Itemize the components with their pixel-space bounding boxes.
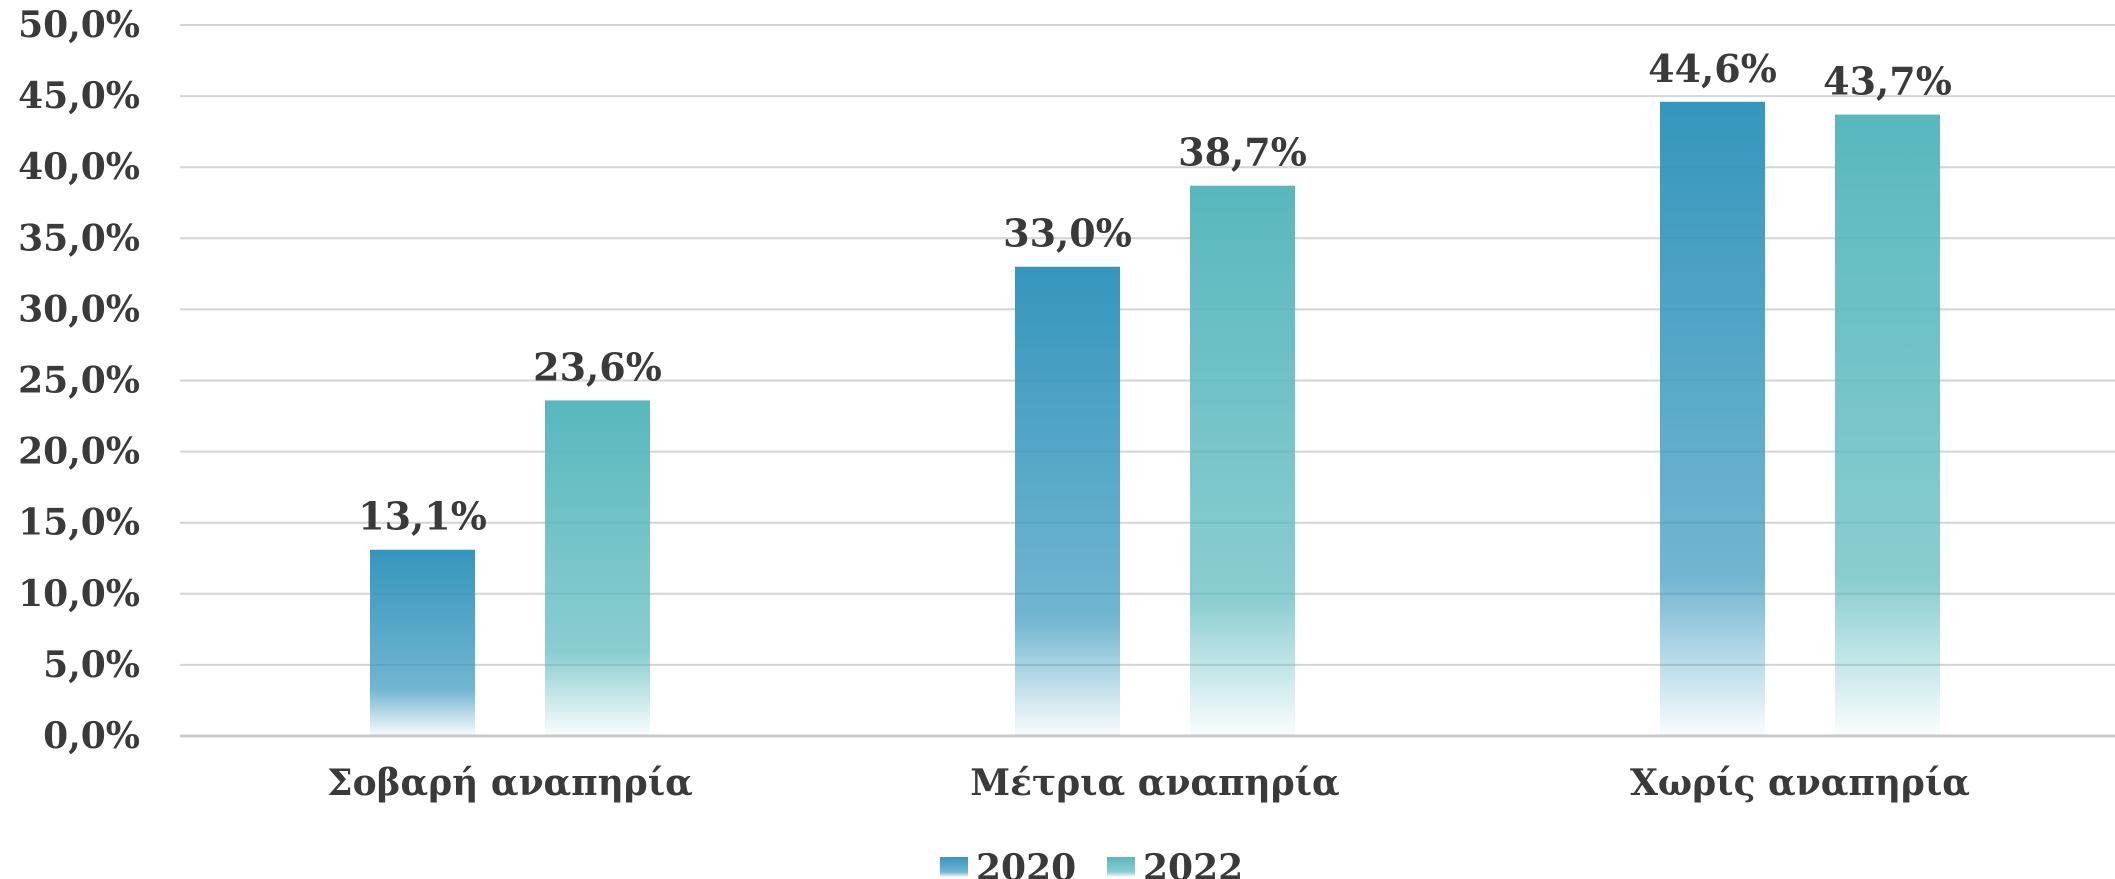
y-tick-label: 5,0%: [43, 644, 140, 686]
x-category-label: Μέτρια αναπηρία: [970, 762, 1340, 804]
legend-swatch-2022: [1107, 857, 1135, 877]
legend: 2020 2022: [940, 847, 1243, 879]
data-label: 38,7%: [1178, 130, 1307, 175]
y-tick-label: 40,0%: [18, 146, 140, 188]
y-axis: 0,0% 5,0% 10,0% 15,0% 20,0% 25,0% 30,0% 35,0% 40…: [18, 4, 140, 757]
legend-label: 2022: [1143, 847, 1243, 879]
y-tick-label: 35,0%: [18, 217, 140, 259]
y-tick-label: 15,0%: [18, 502, 140, 544]
data-label: 44,6%: [1648, 46, 1777, 91]
bars: 13,1% 23,6% 33,0% 38,7% 44,6% 43,7%: [358, 46, 1952, 736]
x-axis: Σοβαρή αναπηρία Μέτρια αναπηρία Χωρίς αναπ…: [327, 762, 1970, 804]
y-tick-label: 25,0%: [18, 360, 140, 402]
bar-2022-2: [1190, 185, 1295, 736]
bar-2022-3: [1835, 114, 1940, 736]
data-label: 33,0%: [1003, 211, 1132, 256]
x-category-label: Σοβαρή αναπηρία: [327, 762, 693, 804]
bar-2020-3: [1660, 101, 1765, 736]
y-tick-label: 0,0%: [43, 715, 140, 757]
gridlines: [180, 24, 2115, 738]
legend-swatch-2020: [940, 857, 968, 877]
y-tick-label: 45,0%: [18, 75, 140, 117]
y-tick-label: 10,0%: [18, 573, 140, 615]
y-tick-label: 30,0%: [18, 288, 140, 330]
bar-2022-1: [545, 400, 650, 736]
data-label: 13,1%: [358, 494, 487, 539]
y-tick-label: 50,0%: [18, 4, 140, 46]
bar-2020-2: [1015, 266, 1120, 736]
x-category-label: Χωρίς αναπηρία: [1630, 762, 1970, 804]
data-label: 43,7%: [1823, 59, 1952, 104]
data-label: 23,6%: [533, 344, 662, 389]
legend-label: 2020: [976, 847, 1076, 879]
bar-2020-1: [370, 549, 475, 736]
y-tick-label: 20,0%: [18, 431, 140, 473]
